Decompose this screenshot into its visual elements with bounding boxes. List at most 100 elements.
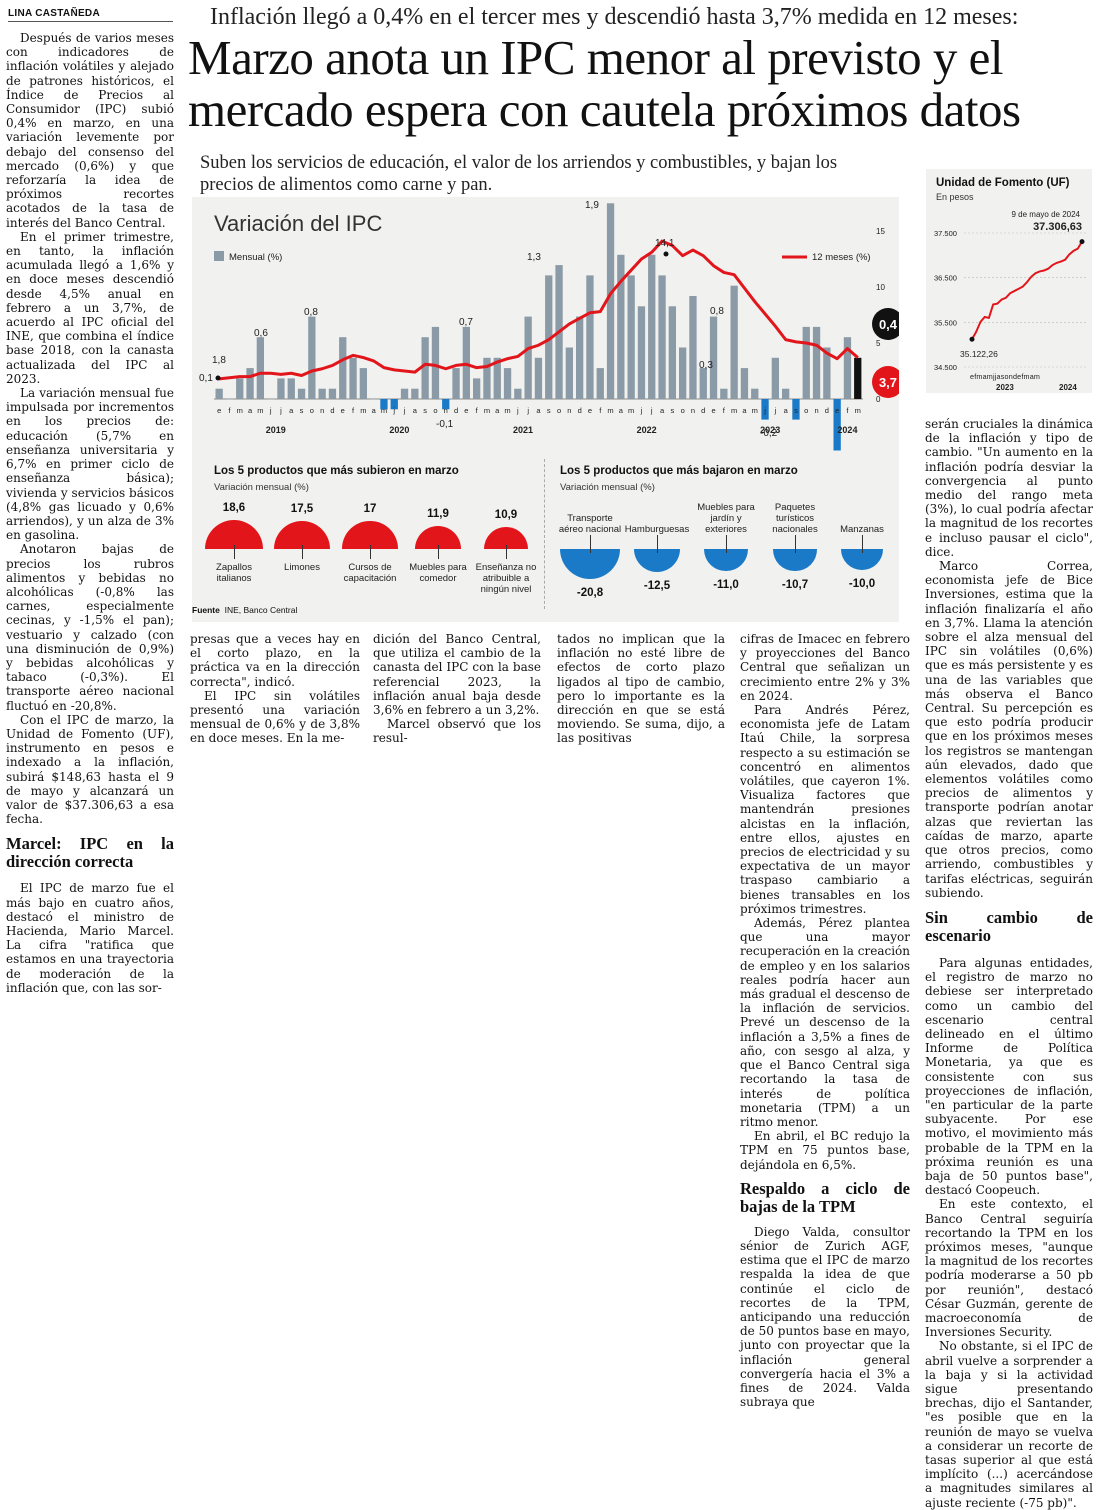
bar-30 xyxy=(524,316,532,399)
bar-62 xyxy=(854,357,862,399)
top-product-value: 11,9 xyxy=(427,507,449,520)
top-product-label: Cursos de capacitación xyxy=(343,562,397,584)
year-label: 2021 xyxy=(513,425,533,435)
month-label: d xyxy=(825,406,829,415)
month-label: o xyxy=(804,406,808,415)
month-label: j xyxy=(392,406,395,415)
paragraph: La variación mensual fue impulsada por i… xyxy=(6,386,174,543)
current-monthly-badge xyxy=(872,308,899,340)
month-label: e xyxy=(341,406,345,415)
ipc-chart: Variación del IPC Mensual (%) 12 meses (%)… xyxy=(199,200,899,451)
paragraph: En este contexto, el Banco Central segui… xyxy=(925,1197,1093,1340)
bar-40 xyxy=(627,275,635,399)
uf-subtitle: En pesos xyxy=(936,192,974,202)
dot-start xyxy=(215,375,221,381)
col5-paragraphs-2: Diego Valda, consultor sénior de Zurich … xyxy=(740,1225,910,1410)
uf-year-2024: 2024 xyxy=(1059,383,1077,392)
col4-p1: tados no implican que la inflación no es… xyxy=(557,632,725,746)
paragraph: Para algunas entidades, el registro de m… xyxy=(925,955,1093,1198)
bar-55 xyxy=(782,388,790,399)
bar-6 xyxy=(277,378,285,399)
month-label: o xyxy=(310,406,314,415)
paragraph: Después de varios meses con indicadores … xyxy=(6,31,174,230)
bottom-product-label: Manzanas xyxy=(840,524,884,535)
bar-25 xyxy=(473,378,481,399)
right-axis-tick: 5 xyxy=(876,339,881,348)
paragraph: En el primer trimestre, en tanto, la inf… xyxy=(6,229,174,386)
bar-9 xyxy=(308,316,316,399)
bottom-product-label: Hamburguesas xyxy=(624,524,690,535)
current-annual-label: 3,7 xyxy=(879,375,897,390)
bar-22 xyxy=(442,399,450,410)
bar-4 xyxy=(256,337,264,399)
month-label: e xyxy=(835,406,839,415)
bar-54 xyxy=(771,357,779,399)
top-product-label: Zapallos italianos xyxy=(216,562,252,584)
bar-36 xyxy=(586,275,594,399)
bottom-product-label: Paquetes turísticos nacionales xyxy=(772,502,818,535)
month-label: s xyxy=(794,406,798,415)
bottom-product-1 xyxy=(633,549,681,573)
col5-paragraphs: cifras de Imacec en febrero y proyeccion… xyxy=(740,632,910,1172)
column-6: serán cruciales la dinámica de la inflac… xyxy=(925,417,1093,1510)
top-product-value: 18,6 xyxy=(222,502,246,514)
annotation-m7: 1,9 xyxy=(585,200,599,211)
ipc-graphic: Variación del IPC Mensual (%) 12 meses (%)… xyxy=(192,197,899,622)
col3-p2: Marcel observó que los resul- xyxy=(373,717,541,746)
bar-13 xyxy=(349,357,357,399)
bar-28 xyxy=(503,368,512,399)
bottom-product-stem xyxy=(590,535,591,553)
paragraph: cifras de Imacec en febrero y proyeccion… xyxy=(740,632,910,703)
bar-3 xyxy=(246,368,254,399)
month-label: s xyxy=(423,406,427,415)
right-axis-tick: 15 xyxy=(876,227,885,236)
column-1: Después de varios meses con indicadores … xyxy=(6,31,174,995)
month-label: f xyxy=(352,406,355,415)
bar-19 xyxy=(411,388,419,399)
bar-50 xyxy=(730,285,738,399)
bar-37 xyxy=(596,368,604,399)
year-label: 2020 xyxy=(389,425,409,435)
col1-paragraphs-2: El IPC de marzo fue el más bajo en cuatr… xyxy=(6,881,174,995)
chart-title: Variación del IPC xyxy=(214,211,382,236)
month-label: f xyxy=(723,406,726,415)
col2-p2: El IPC sin volátiles presentó una variac… xyxy=(190,688,360,746)
bottom-product-stem xyxy=(795,535,796,553)
annotation-m10: 0,3 xyxy=(699,360,713,371)
annotation-m3: 0,6 xyxy=(254,328,268,339)
bar-20 xyxy=(421,337,429,399)
legend-monthly: Mensual (%) xyxy=(229,252,282,263)
month-label: a xyxy=(784,406,789,415)
month-label: m xyxy=(607,406,613,415)
year-label: 2023 xyxy=(760,425,780,435)
bar-18 xyxy=(400,388,409,399)
month-label: j xyxy=(640,406,643,415)
annotation-m11: -0,2 xyxy=(760,428,778,439)
uf-end-dot xyxy=(1079,239,1085,245)
month-label: f xyxy=(228,406,231,415)
source-text: INE, Banco Central xyxy=(224,605,298,615)
bar-32 xyxy=(545,275,553,399)
annotation-m6: 1,3 xyxy=(527,252,541,263)
top-product-label: Limones xyxy=(284,562,320,573)
bottom-products-title: Los 5 productos que más bajaron en marzo xyxy=(560,465,798,477)
top-product-3 xyxy=(414,525,462,549)
paragraph: Para Andrés Pérez, economista jefe de La… xyxy=(740,703,910,916)
bottom-product-label: Transporte aéreo nacional xyxy=(558,513,622,535)
bar-12 xyxy=(339,337,347,399)
paragraph: El IPC de marzo fue el más bajo en cuatr… xyxy=(6,881,174,995)
uf-ytick: 35.500 xyxy=(934,318,957,327)
bar-35 xyxy=(576,316,584,399)
month-label: d xyxy=(701,406,705,415)
dot-peak xyxy=(663,251,669,257)
month-label: f xyxy=(846,406,849,415)
column-2: presas que a veces hay en el corto plazo… xyxy=(190,632,360,746)
month-label: m xyxy=(257,406,263,415)
month-label: s xyxy=(670,406,674,415)
uf-title: Unidad de Fomento (UF) xyxy=(936,177,1070,189)
month-label: n xyxy=(444,406,448,415)
annual-line xyxy=(218,239,859,381)
annotation-m5: 0,7 xyxy=(459,317,473,328)
bar-16 xyxy=(380,399,388,410)
paragraph: Diego Valda, consultor sénior de Zurich … xyxy=(740,1224,910,1410)
